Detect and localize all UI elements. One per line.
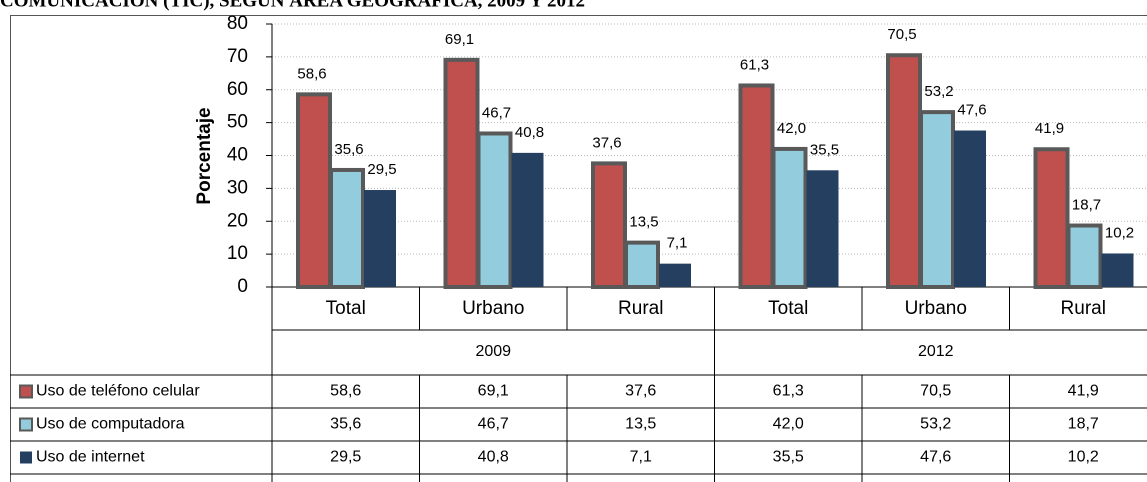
x-tick-label: Total <box>768 298 808 319</box>
legend-marker <box>19 417 33 432</box>
chart-title: COMUNICACIÓN (TIC), SEGÚN ÁREA GEOGRÁFIC… <box>0 0 585 11</box>
data-label: 42,0 <box>777 120 806 137</box>
bar <box>624 240 660 289</box>
legend-label: Uso de computadora <box>36 416 185 433</box>
table-cell: 18,7 <box>1068 416 1099 433</box>
x-tick-label: Urbano <box>905 298 967 319</box>
data-label: 46,7 <box>482 104 511 121</box>
bar <box>659 263 691 287</box>
data-label: 35,5 <box>810 141 839 158</box>
y-tick-label: 20 <box>227 210 248 231</box>
bar <box>771 146 808 289</box>
group-label: 2012 <box>918 343 954 360</box>
bar <box>329 167 365 289</box>
data-label: 41,9 <box>1035 120 1064 137</box>
table-cell: 70,5 <box>920 383 951 400</box>
x-tick-label: Urbano <box>462 298 524 319</box>
legend-marker <box>20 451 32 464</box>
table-cell: 53,2 <box>920 416 951 433</box>
table-cell: 69,1 <box>478 383 509 400</box>
table-cell: 29,5 <box>330 449 361 466</box>
y-tick-label: 60 <box>227 79 248 100</box>
table-cell: 41,9 <box>1068 383 1099 400</box>
y-tick-label: 30 <box>227 177 248 198</box>
data-label: 37,6 <box>592 134 621 151</box>
y-tick-label: 80 <box>227 13 248 34</box>
data-label: 13,5 <box>629 214 658 231</box>
data-label: 29,5 <box>367 161 396 178</box>
table-cell: 13,5 <box>625 416 656 433</box>
data-label: 47,6 <box>957 101 986 118</box>
bar <box>364 190 396 287</box>
y-axis-title: Porcentaje <box>194 107 215 204</box>
legend-label: Uso de teléfono celular <box>36 383 200 400</box>
bar <box>296 92 332 290</box>
x-tick-label: Total <box>326 298 366 319</box>
table-cell: 35,5 <box>773 449 804 466</box>
data-label: 58,6 <box>297 65 326 82</box>
bar <box>954 130 986 287</box>
bar <box>886 53 922 290</box>
bar <box>1033 147 1070 289</box>
group-label: 2009 <box>475 343 511 360</box>
legend-label: Uso de internet <box>36 449 145 466</box>
bar <box>476 131 513 289</box>
data-label: 10,2 <box>1105 224 1134 241</box>
table-cell: 35,6 <box>330 416 361 433</box>
bar <box>511 152 544 287</box>
data-label: 53,2 <box>924 83 953 100</box>
bar <box>919 110 955 290</box>
table-cell: 37,6 <box>625 383 656 400</box>
y-tick-label: 10 <box>227 243 248 264</box>
bar <box>591 161 627 289</box>
data-label: 7,1 <box>667 235 688 252</box>
table-cell: 61,3 <box>773 383 804 400</box>
data-label: 18,7 <box>1072 196 1101 213</box>
data-label: 40,8 <box>515 124 544 141</box>
table-cell: 10,2 <box>1068 449 1099 466</box>
data-label: 70,5 <box>887 26 916 43</box>
table-cell: 42,0 <box>773 416 804 433</box>
y-tick-label: 40 <box>227 145 248 166</box>
bar <box>443 57 480 289</box>
data-label: 61,3 <box>740 56 769 73</box>
y-tick-label: 50 <box>227 112 248 133</box>
y-tick-label: 0 <box>237 276 248 297</box>
table-cell: 47,6 <box>920 449 951 466</box>
x-tick-label: Rural <box>618 298 663 319</box>
table-cell: 7,1 <box>630 449 652 466</box>
bar <box>738 83 775 289</box>
data-label: 35,6 <box>334 141 363 158</box>
table-cell: 58,6 <box>330 383 361 400</box>
legend-marker <box>19 384 33 399</box>
y-tick-label: 70 <box>227 46 248 67</box>
data-label: 69,1 <box>445 31 474 48</box>
bar <box>1101 253 1134 287</box>
table-cell: 46,7 <box>478 416 509 433</box>
bar <box>806 170 839 287</box>
chart-frame <box>10 15 1147 482</box>
x-tick-label: Rural <box>1061 298 1106 319</box>
table-cell: 40,8 <box>478 449 509 466</box>
bar <box>1066 223 1103 289</box>
